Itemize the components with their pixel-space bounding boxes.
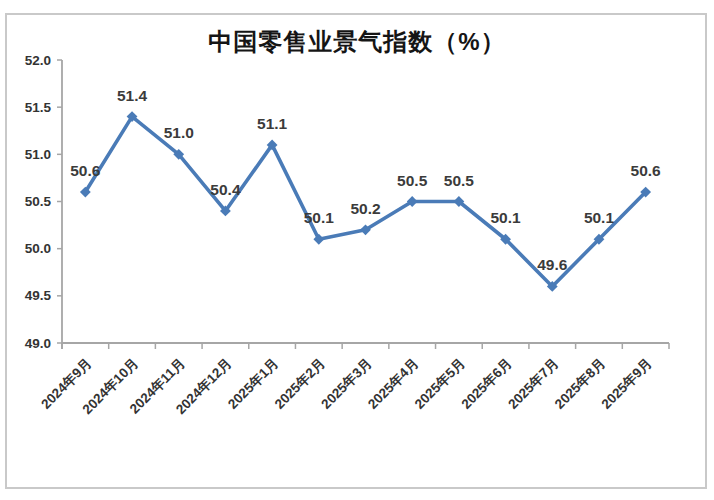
data-label: 50.1 (490, 209, 521, 226)
line-chart-canvas: 52.051.551.050.550.049.549.02024年9月2024年… (0, 0, 714, 500)
y-tick-label: 51.0 (25, 147, 51, 162)
data-label: 49.6 (537, 256, 568, 273)
data-label: 50.6 (631, 162, 662, 179)
x-category-label: 2025年9月 (599, 356, 655, 412)
chart-stage: 中国零售业景气指数（%） 52.051.551.050.550.049.549.… (0, 0, 714, 500)
data-label: 50.5 (444, 172, 475, 189)
y-tick-label: 49.0 (25, 336, 51, 351)
data-label: 50.5 (397, 172, 428, 189)
y-tick-label: 50.0 (25, 241, 51, 256)
data-label: 51.0 (164, 124, 194, 141)
y-tick-label: 51.5 (25, 100, 52, 115)
y-tick-label: 52.0 (25, 53, 51, 68)
data-label: 50.2 (350, 200, 380, 217)
data-label: 50.4 (210, 181, 241, 198)
data-label: 51.1 (257, 115, 288, 132)
data-label: 50.1 (304, 209, 335, 226)
y-tick-label: 50.5 (25, 194, 52, 209)
data-label: 50.6 (70, 162, 101, 179)
data-label: 51.4 (117, 87, 148, 104)
data-label: 50.1 (584, 209, 615, 226)
y-tick-label: 49.5 (25, 288, 52, 303)
